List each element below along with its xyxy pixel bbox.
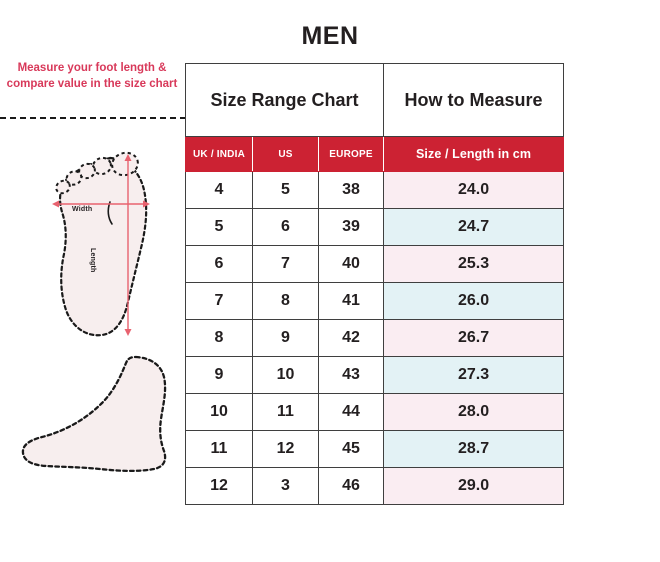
cell-cm: 28.7 xyxy=(383,430,565,468)
table-row: 8 9 42 26.7 xyxy=(185,319,565,357)
cell-cm: 27.3 xyxy=(383,356,565,394)
cell-us: 7 xyxy=(252,245,319,283)
cell-uk: 5 xyxy=(185,208,253,246)
table-row: 7 8 41 26.0 xyxy=(185,282,565,320)
column-header-europe: EUROPE xyxy=(317,136,385,172)
table-row: 9 10 43 27.3 xyxy=(185,356,565,394)
cell-cm: 24.7 xyxy=(383,208,565,246)
length-dimension-label: Length xyxy=(89,248,96,273)
footprint-sole-diagram xyxy=(24,150,184,345)
cell-eu: 40 xyxy=(317,245,385,283)
cell-us: 10 xyxy=(252,356,319,394)
column-header-us: US xyxy=(252,136,319,172)
table-row: 4 5 38 24.0 xyxy=(185,171,565,209)
cell-us: 6 xyxy=(252,208,319,246)
table-row: 5 6 39 24.7 xyxy=(185,208,565,246)
cell-uk: 7 xyxy=(185,282,253,320)
banner-how-to-measure: How to Measure xyxy=(383,63,565,137)
table-header-row: UK / INDIA US EUROPE Size / Length in cm xyxy=(185,136,565,172)
cell-eu: 38 xyxy=(317,171,385,209)
foot-side-profile-diagram xyxy=(18,345,188,510)
cell-uk: 12 xyxy=(185,467,253,505)
cell-eu: 45 xyxy=(317,430,385,468)
cell-us: 8 xyxy=(252,282,319,320)
cell-eu: 39 xyxy=(317,208,385,246)
cell-uk: 8 xyxy=(185,319,253,357)
measure-instruction-text: Measure your foot length & compare value… xyxy=(6,62,178,91)
column-header-uk-india: UK / INDIA xyxy=(185,136,253,172)
cell-cm: 28.0 xyxy=(383,393,565,431)
cell-uk: 11 xyxy=(185,430,253,468)
dashed-divider xyxy=(0,117,186,119)
banner-size-range-chart: Size Range Chart xyxy=(184,63,385,137)
cell-cm: 29.0 xyxy=(383,467,565,505)
column-header-size-length-cm: Size / Length in cm xyxy=(383,136,565,172)
cell-us: 3 xyxy=(252,467,319,505)
cell-us: 5 xyxy=(252,171,319,209)
page-title: MEN xyxy=(301,22,359,50)
size-chart-table: Size Range Chart How to Measure UK / IND… xyxy=(184,63,565,505)
cell-uk: 6 xyxy=(185,245,253,283)
cell-eu: 46 xyxy=(317,467,385,505)
table-row: 11 12 45 28.7 xyxy=(185,430,565,468)
cell-us: 11 xyxy=(252,393,319,431)
cell-cm: 26.0 xyxy=(383,282,565,320)
cell-us: 12 xyxy=(252,430,319,468)
cell-uk: 4 xyxy=(185,171,253,209)
table-row: 12 3 46 29.0 xyxy=(185,467,565,505)
cell-uk: 10 xyxy=(185,393,253,431)
cell-cm: 24.0 xyxy=(383,171,565,209)
cell-cm: 25.3 xyxy=(383,245,565,283)
cell-us: 9 xyxy=(252,319,319,357)
cell-eu: 44 xyxy=(317,393,385,431)
cell-eu: 41 xyxy=(317,282,385,320)
cell-eu: 42 xyxy=(317,319,385,357)
cell-cm: 26.7 xyxy=(383,319,565,357)
table-banner-row: Size Range Chart How to Measure xyxy=(184,63,565,137)
cell-eu: 43 xyxy=(317,356,385,394)
table-row: 10 11 44 28.0 xyxy=(185,393,565,431)
table-row: 6 7 40 25.3 xyxy=(185,245,565,283)
cell-uk: 9 xyxy=(185,356,253,394)
width-dimension-label: Width xyxy=(72,206,93,213)
